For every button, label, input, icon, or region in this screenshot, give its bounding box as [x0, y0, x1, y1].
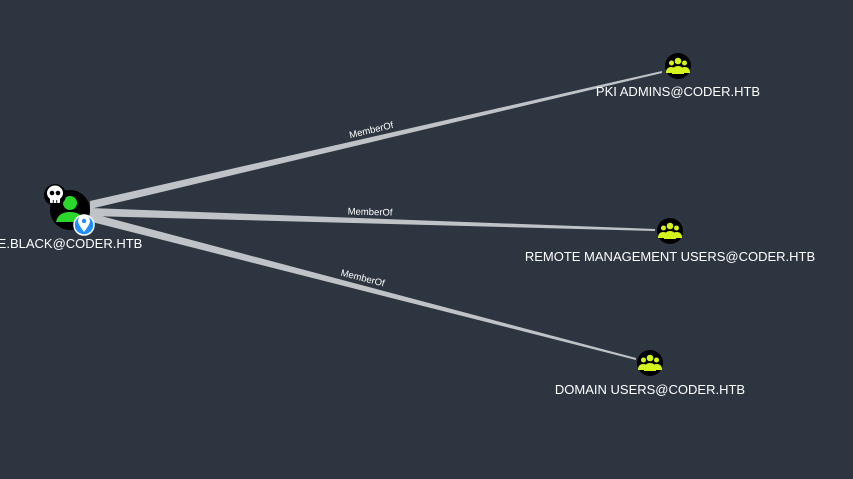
edge-label: MemberOf — [347, 206, 393, 218]
node-remote-management-users[interactable]: REMOTE MANAGEMENT USERS@CODER.HTB — [525, 218, 815, 264]
edge-memberof-domain-users[interactable]: MemberOf — [88, 213, 636, 360]
node-label: REMOTE MANAGEMENT USERS@CODER.HTB — [525, 249, 815, 264]
node-label: DOMAIN USERS@CODER.HTB — [555, 382, 745, 397]
group-icon — [658, 222, 682, 239]
skull-icon — [44, 184, 66, 206]
node-label: E.BLACK@CODER.HTB — [0, 236, 142, 251]
node-pki-admins[interactable]: PKI ADMINS@CODER.HTB — [596, 53, 760, 99]
node-e-black[interactable]: E.BLACK@CODER.HTB — [0, 184, 142, 251]
edges-layer: MemberOf MemberOf MemberOf — [88, 71, 662, 360]
edge-memberof-pki-admins[interactable]: MemberOf — [90, 71, 662, 209]
group-icon — [638, 354, 662, 371]
node-domain-users[interactable]: DOMAIN USERS@CODER.HTB — [555, 350, 745, 397]
location-pin-icon — [73, 214, 95, 236]
group-icon — [666, 57, 690, 74]
edge-memberof-remote-management-users[interactable]: MemberOf — [90, 206, 655, 231]
node-label: PKI ADMINS@CODER.HTB — [596, 84, 760, 99]
